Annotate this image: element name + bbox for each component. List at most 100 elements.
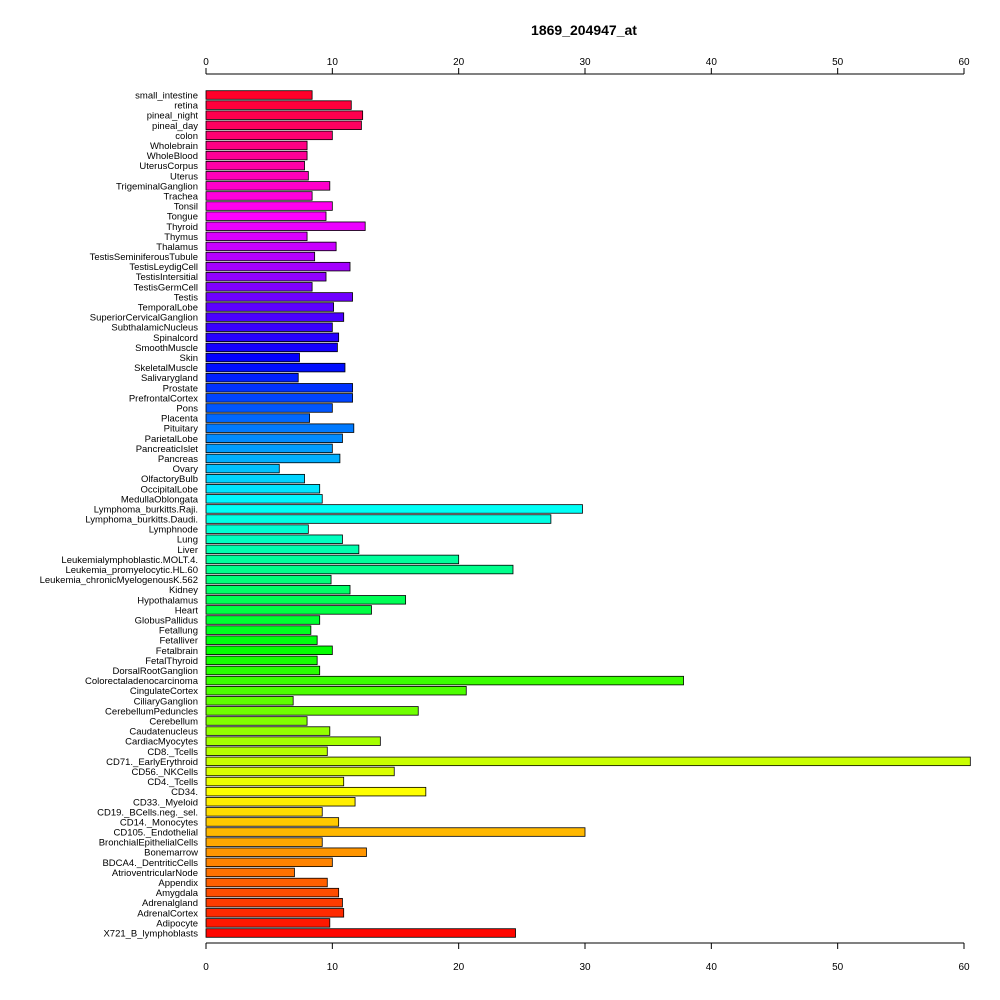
top-tick-label: 40 (706, 57, 718, 68)
category-label: Trachea (164, 191, 199, 202)
category-label: Adrenalgland (142, 898, 198, 909)
top-tick-label: 30 (579, 57, 591, 68)
category-label: TestisLeydigCell (129, 262, 198, 273)
bar (205, 393, 353, 403)
bar (205, 766, 395, 777)
category-label: MedullaOblongata (121, 494, 199, 505)
bar (205, 847, 367, 857)
bar (205, 120, 362, 130)
bottom-tick-label: 40 (706, 962, 718, 973)
bar (205, 211, 327, 221)
bar (205, 928, 516, 938)
category-labels-group: small_intestineretinapineal_nightpineal_… (40, 91, 199, 940)
category-label: Spinalcord (153, 333, 198, 344)
top-tick-label: 0 (203, 57, 209, 68)
category-label: Lymphoma_burkitts.Daudi. (85, 515, 198, 526)
bar (205, 171, 309, 181)
bar (205, 140, 308, 151)
bar (205, 776, 345, 787)
category-label: Adipocyte (156, 918, 198, 929)
bar (205, 797, 356, 807)
category-label: BDCA4._DentriticCells (102, 858, 198, 869)
category-label: CingulateCortex (130, 686, 198, 697)
bottom-tick-label: 0 (203, 962, 209, 973)
bar (205, 615, 321, 625)
category-label: Fetalliver (159, 636, 198, 647)
category-label: Uterus (170, 171, 198, 182)
bar (205, 908, 345, 918)
bar (205, 564, 514, 575)
bar (205, 484, 321, 494)
bar (205, 282, 313, 292)
category-label: Pituitary (164, 424, 199, 435)
bar (205, 90, 313, 100)
category-label: CerebellumPeduncles (105, 706, 198, 717)
bar (205, 514, 552, 524)
category-label: OlfactoryBulb (141, 474, 198, 485)
category-label: small_intestine (135, 91, 198, 102)
category-label: PrefrontalCortex (129, 393, 198, 404)
bar (205, 302, 334, 312)
chart-title: 1869_204947_at (531, 22, 637, 38)
bar (205, 231, 308, 242)
category-label: PancreaticIslet (136, 444, 199, 455)
category-label: Heart (175, 605, 199, 616)
bar (205, 160, 305, 171)
bar (205, 686, 467, 696)
bar (205, 534, 343, 544)
category-label: retina (174, 101, 198, 112)
bar (205, 181, 331, 191)
category-label: TemporalLobe (138, 303, 198, 314)
top-tick-label: 50 (832, 57, 844, 68)
category-label: CardiacMyocytes (125, 737, 198, 748)
category-label: X721_B_lymphoblasts (103, 929, 198, 940)
category-label: Bonemarrow (144, 848, 198, 859)
bar (205, 837, 323, 847)
bottom-tick-label: 60 (958, 962, 970, 973)
category-label: Placenta (161, 414, 199, 425)
category-label: pineal_day (152, 121, 198, 132)
bar (205, 595, 407, 605)
bar (205, 494, 323, 504)
category-label: WholeBlood (147, 151, 198, 162)
category-label: TestisGermCell (134, 282, 198, 293)
bottom-axis: 0 10 20 30 40 50 60 (203, 942, 970, 973)
category-label: BronchialEpithelialCells (99, 838, 199, 849)
category-label: CD14._Monocytes (120, 817, 198, 828)
category-label: SuperiorCervicalGanglion (90, 313, 198, 324)
category-label: CD105._Endothelial (113, 828, 198, 839)
bar (205, 443, 333, 454)
category-label: AtrioventricularNode (112, 868, 198, 879)
category-label: SmoothMuscle (135, 343, 198, 354)
top-tick-label: 20 (453, 57, 465, 68)
bar (205, 827, 586, 837)
bar (205, 413, 310, 423)
category-label: Fetalbrain (156, 646, 198, 657)
bar (205, 292, 353, 302)
bar (205, 110, 364, 120)
category-label: GlobusPallidus (135, 616, 199, 627)
bar (205, 272, 327, 282)
category-label: colon (175, 131, 198, 142)
bar (205, 191, 313, 201)
bar (205, 645, 333, 655)
category-label: Pancreas (158, 454, 198, 465)
category-label: Lymphoma_burkitts.Raji. (94, 504, 198, 515)
category-label: CD4._Tcells (147, 777, 198, 788)
category-label: UterusCorpus (139, 161, 198, 172)
bar (205, 241, 337, 252)
category-label: pineal_night (147, 111, 199, 122)
bar (205, 746, 328, 756)
bar (205, 898, 343, 908)
category-label: CiliaryGanglion (134, 696, 198, 707)
bar (205, 887, 340, 898)
bar (205, 433, 343, 443)
bar (205, 362, 346, 373)
bar (205, 696, 294, 706)
category-label: Appendix (158, 878, 198, 889)
bar (205, 817, 340, 827)
bar (205, 544, 360, 555)
category-label: Tongue (167, 212, 198, 223)
bar (205, 463, 280, 474)
category-label: Leukemia_chronicMyelogenousK.562 (40, 575, 198, 586)
